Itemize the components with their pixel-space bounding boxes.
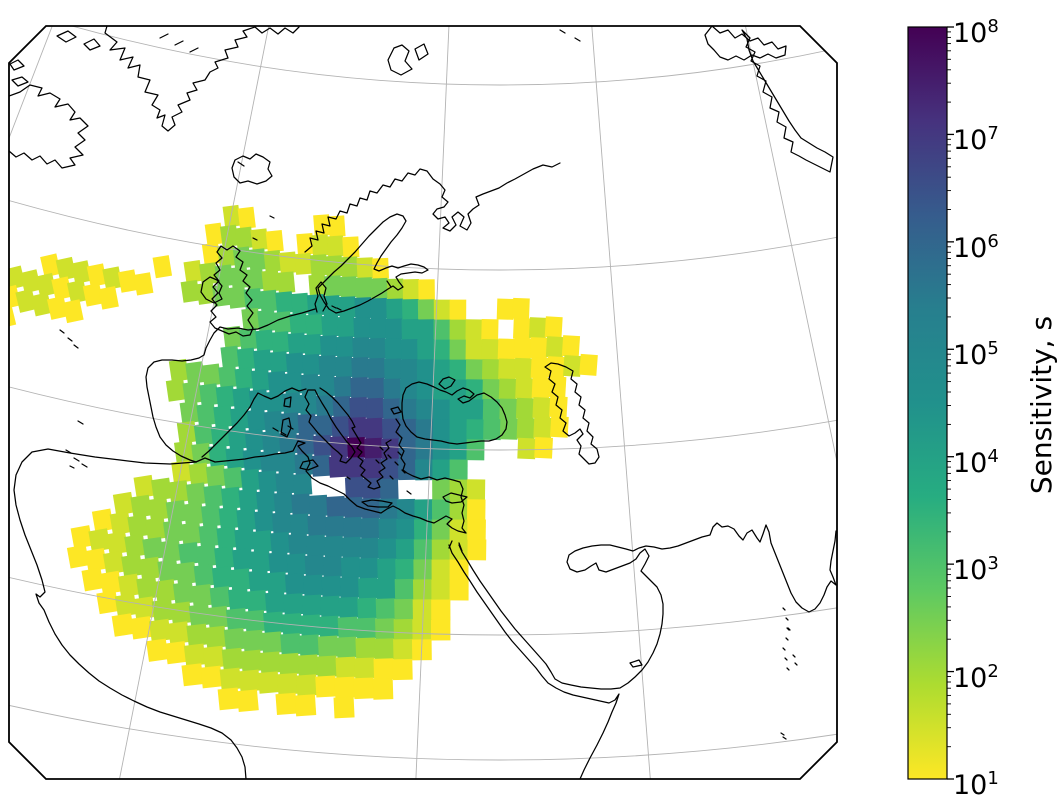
colorbar-tick-label: 101 (953, 768, 999, 801)
colorbar-tick-label: 104 (953, 445, 999, 479)
colorbar-ticks (947, 26, 954, 780)
coastlines (9, 26, 837, 779)
colorbar-gradient (907, 26, 948, 780)
sensitivity-field (9, 204, 598, 719)
colorbar-tick-label: 105 (953, 338, 999, 372)
colorbar-tick-label: 102 (953, 660, 999, 694)
colorbar-tick-label: 103 (953, 553, 999, 587)
colorbar-tick-label: 107 (953, 123, 999, 157)
map-frame (8, 25, 838, 780)
colorbar-axis-label: Sensitivity, s (1025, 315, 1058, 495)
colorbar-tick-label: 106 (953, 230, 999, 264)
colorbar-tick-label: 108 (953, 16, 999, 49)
colorbar (907, 26, 954, 780)
